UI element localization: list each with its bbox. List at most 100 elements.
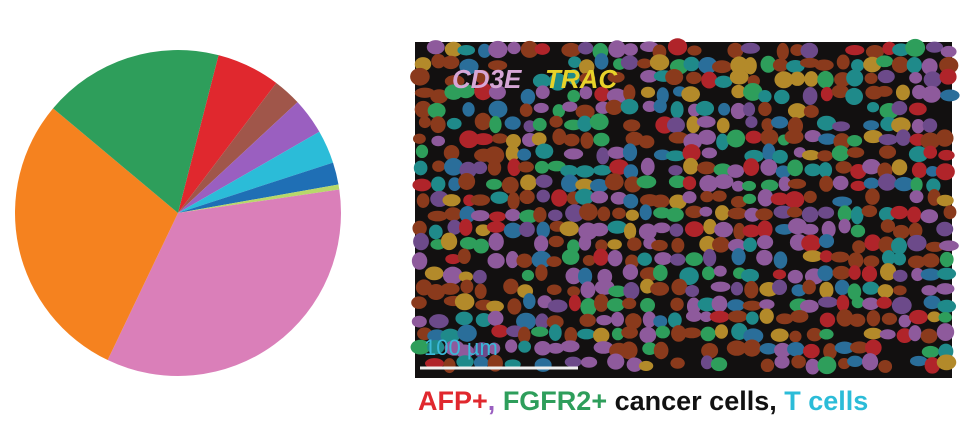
cell [803,190,817,204]
cell [474,82,492,101]
cell [597,206,611,222]
cell [726,129,746,148]
cell [938,240,959,252]
cell [473,238,489,254]
cell [428,224,443,240]
cell [696,161,716,175]
cell [443,358,456,374]
cell [891,117,911,133]
cell [627,237,642,251]
cell [642,311,657,328]
cell [669,194,687,210]
cell [431,176,446,192]
cell [503,278,519,295]
pie-slice [178,184,340,213]
cell [561,249,580,265]
cell [440,232,458,251]
cell [834,341,855,354]
cell [470,210,490,222]
cell [459,58,479,75]
cell [851,59,865,72]
cell [786,60,805,73]
cell [817,296,838,308]
cell [520,88,536,105]
cell [458,172,476,190]
cell [699,206,713,217]
cell [478,43,492,58]
cell [939,251,954,268]
cell [474,112,492,131]
cell [731,248,746,266]
cell [921,345,940,358]
cell [817,70,834,89]
cell [653,264,668,282]
cell [567,286,581,297]
cell [891,101,908,116]
caption-part: AFP+ [418,386,488,416]
cell [787,342,805,357]
cell [819,328,834,340]
cell [895,84,910,101]
cell [564,327,578,344]
cell [862,158,881,175]
cell [744,57,757,75]
cell [787,269,803,284]
cell [535,313,549,330]
cell [819,312,836,328]
cell [814,59,834,71]
cell [534,160,549,174]
cell [475,224,491,237]
cell [686,116,700,134]
cell [580,132,594,149]
cell [473,356,489,370]
cell [698,129,716,145]
cell [548,209,563,222]
cell [473,342,491,358]
cell [837,205,852,223]
cell [523,293,536,310]
cell [758,89,772,103]
cell [906,56,922,74]
cell [937,267,957,280]
cell [715,205,730,221]
cell [864,72,878,85]
cell [606,88,627,104]
cell [878,360,893,373]
cell [488,100,508,118]
cell [413,133,426,144]
cell [594,53,609,70]
cell [847,355,863,368]
cell [549,115,563,128]
cell [610,191,628,205]
cell [862,297,880,311]
cell [745,116,758,128]
cell [520,174,537,191]
cell [651,194,670,209]
cell [893,224,910,240]
cell [589,113,609,131]
cell [710,281,731,292]
cell [922,118,938,133]
cell [938,149,955,161]
cell [908,309,928,325]
cell [507,192,520,210]
pie-slice [107,189,341,376]
cell [567,69,581,85]
cell [907,234,927,252]
cell [653,341,669,360]
cell [590,222,609,237]
cell [605,99,623,115]
cell [533,207,547,223]
cell [925,41,944,53]
cell [418,116,431,129]
cell [651,239,668,252]
cell [845,87,864,106]
cell [594,294,609,312]
cell [410,67,430,86]
cell [427,339,445,355]
cell [532,117,547,132]
cell [730,102,747,120]
cell [505,145,520,162]
cell [939,68,957,85]
cell [620,341,638,360]
